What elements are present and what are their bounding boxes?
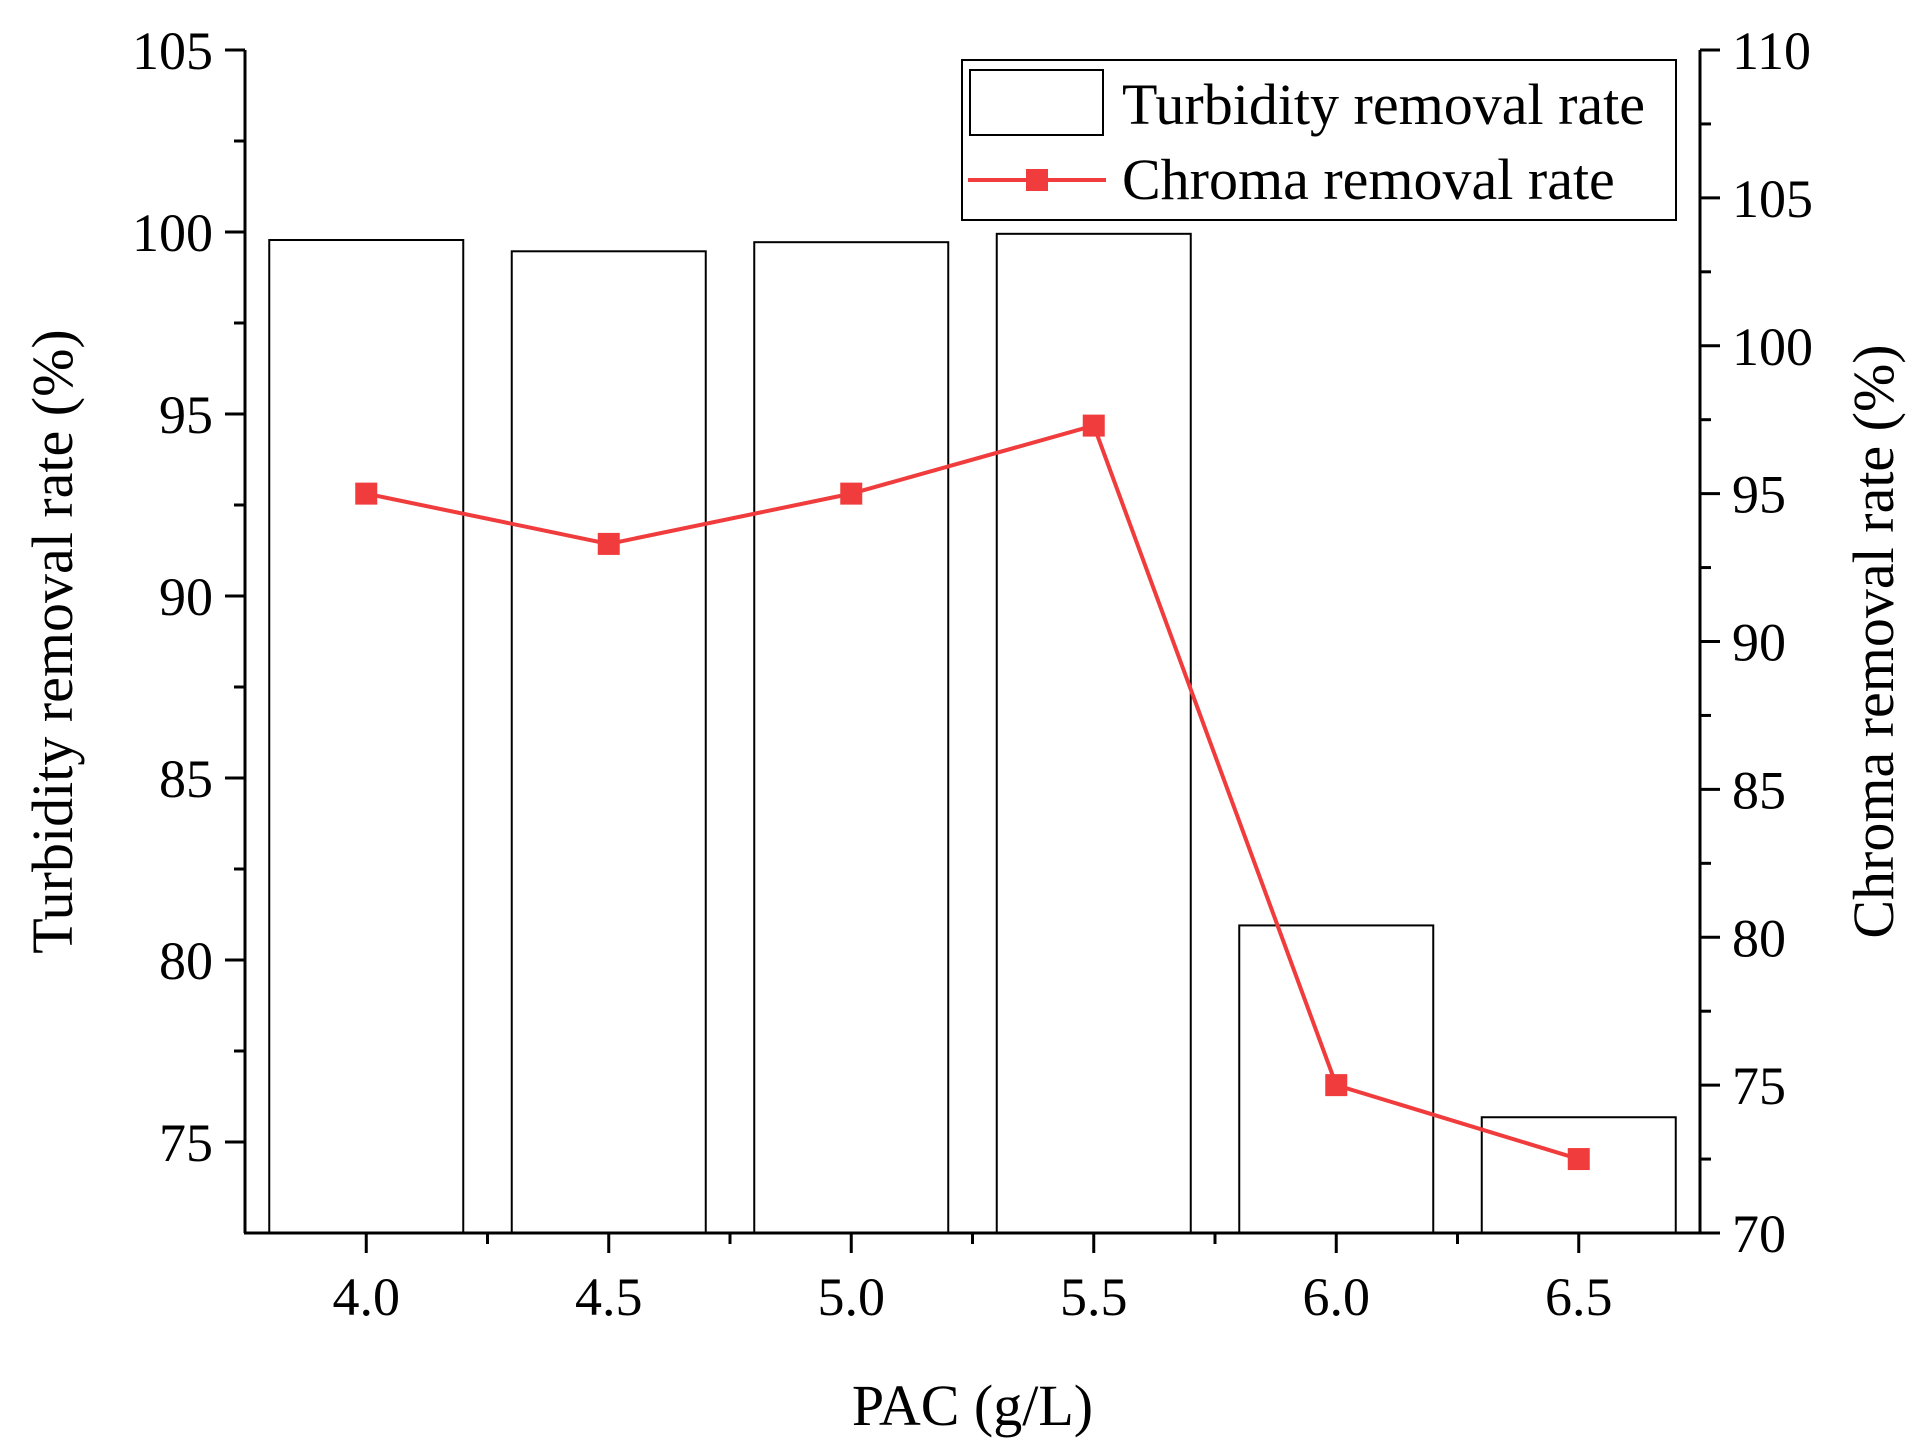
x-axis-title: PAC (g/L)	[852, 1373, 1093, 1438]
legend-label-chroma: Chroma removal rate	[1122, 147, 1615, 212]
y-right-tick-label-75: 75	[1732, 1056, 1786, 1116]
bars-layer	[268, 232, 1677, 1235]
bar-5.0	[753, 241, 950, 1234]
x-tick-label-6.5: 6.5	[1545, 1267, 1613, 1327]
y-right-tick-label-80: 80	[1732, 908, 1786, 968]
y-left-tick-label-90: 90	[159, 567, 213, 627]
y-left-tick-label-75: 75	[159, 1113, 213, 1173]
bar-4.0	[268, 239, 465, 1234]
y-right-tick-label-110: 110	[1732, 21, 1811, 81]
y-right-tick-label-95: 95	[1732, 465, 1786, 525]
y-left-axis-title: Turbidity removal rate (%)	[20, 329, 85, 953]
x-tick-label-5.0: 5.0	[818, 1267, 886, 1327]
chroma-point-5.0	[840, 482, 863, 505]
x-tick-label-4.0: 4.0	[333, 1267, 401, 1327]
legend-label-turbidity: Turbidity removal rate	[1122, 72, 1645, 137]
ticks-layer: 75 80 85 90 95 100 105 70 75 80 85 90 95 100 105 110 4.0…	[132, 21, 1813, 1327]
x-tick-label-5.5: 5.5	[1060, 1267, 1128, 1327]
bar-6.5	[1480, 1116, 1677, 1235]
y-right-tick-label-100: 100	[1732, 317, 1813, 377]
y-left-tick-label-80: 80	[159, 931, 213, 991]
y-right-axis-title: Chroma removal rate (%)	[1841, 344, 1906, 938]
bar-4.5	[510, 250, 707, 1235]
y-left-tick-label-105: 105	[132, 21, 213, 81]
y-left-tick-label-100: 100	[132, 203, 213, 263]
y-left-tick-label-85: 85	[159, 749, 213, 809]
chroma-point-4.0	[355, 482, 378, 505]
legend: Turbidity removal rate Chroma removal ra…	[961, 59, 1677, 221]
x-tick-label-4.5: 4.5	[575, 1267, 643, 1327]
y-right-tick-label-105: 105	[1732, 169, 1813, 229]
chroma-point-4.5	[597, 532, 620, 555]
chroma-point-5.5	[1082, 414, 1105, 437]
x-tick-label-6.0: 6.0	[1303, 1267, 1371, 1327]
chroma-point-6.5	[1567, 1148, 1590, 1171]
legend-bar-swatch	[969, 69, 1104, 136]
line-layer	[355, 414, 1590, 1171]
bar-5.5	[995, 232, 1192, 1234]
chroma-point-6.0	[1325, 1074, 1348, 1097]
y-right-tick-label-90: 90	[1732, 613, 1786, 673]
y-left-tick-label-95: 95	[159, 385, 213, 445]
y-right-tick-label-70: 70	[1732, 1204, 1786, 1264]
legend-marker-swatch	[1026, 169, 1048, 191]
y-right-tick-label-85: 85	[1732, 760, 1786, 820]
chroma-line	[365, 423, 1580, 1161]
